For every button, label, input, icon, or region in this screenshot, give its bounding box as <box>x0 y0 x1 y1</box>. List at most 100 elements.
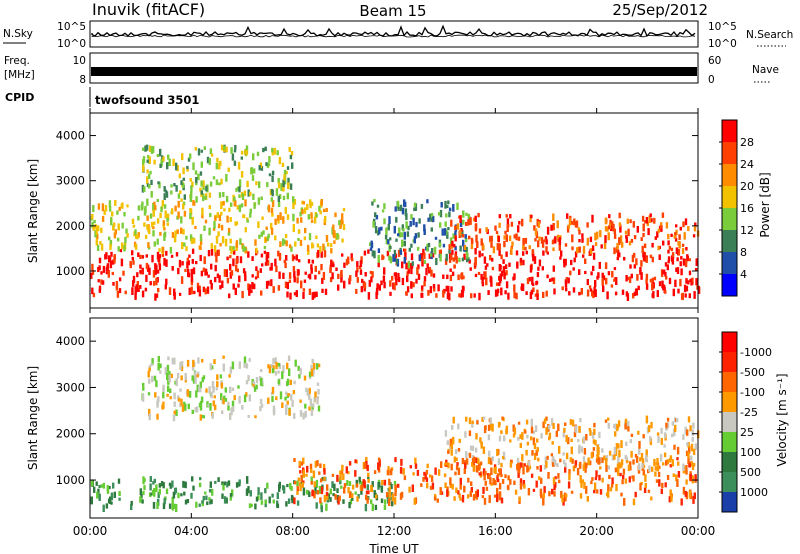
data-cell <box>665 275 668 280</box>
data-cell <box>175 185 178 192</box>
data-cell <box>308 273 312 280</box>
data-cell <box>123 244 126 252</box>
data-cell <box>482 245 485 250</box>
xaxis-label: Time UT <box>368 542 419 554</box>
data-cell <box>292 266 296 272</box>
data-cell <box>248 503 252 509</box>
data-cell <box>685 285 689 292</box>
data-cell <box>207 250 211 257</box>
data-cell <box>665 222 669 229</box>
data-cell <box>660 437 663 445</box>
data-cell <box>458 257 461 263</box>
data-cell <box>182 167 185 175</box>
data-cell <box>202 495 205 501</box>
data-cell <box>493 494 497 498</box>
data-cell <box>223 208 226 212</box>
data-cell <box>159 212 162 219</box>
data-cell <box>608 450 612 456</box>
data-cell <box>518 465 521 474</box>
data-cell <box>199 246 202 250</box>
data-cell <box>596 453 599 460</box>
data-cell <box>650 218 653 223</box>
data-cell <box>506 224 509 232</box>
data-cell <box>478 250 481 258</box>
data-cell <box>380 498 384 504</box>
data-cell <box>381 479 384 486</box>
data-cell <box>548 436 551 441</box>
data-cell <box>354 491 357 495</box>
data-cell <box>259 405 262 412</box>
data-cell <box>476 420 479 425</box>
data-cell <box>314 460 317 468</box>
data-cell <box>508 262 511 267</box>
data-cell <box>585 434 588 441</box>
data-cell <box>645 217 649 224</box>
data-cell <box>517 436 520 441</box>
data-cell <box>435 257 438 266</box>
data-cell <box>166 364 170 372</box>
data-cell <box>105 252 108 260</box>
data-cell <box>180 365 184 371</box>
data-cell <box>474 457 478 463</box>
data-cell <box>578 239 581 243</box>
data-cell <box>106 485 109 492</box>
data-cell <box>159 363 162 369</box>
data-cell <box>156 269 160 274</box>
data-cell <box>537 457 540 462</box>
data-cell <box>167 380 170 385</box>
data-cell <box>223 395 226 400</box>
data-cell <box>342 224 346 231</box>
velocity-colorbar-tick-label: -100 <box>740 386 765 399</box>
data-cell <box>509 479 512 485</box>
data-cell <box>151 221 154 228</box>
data-cell <box>593 489 596 494</box>
data-cell <box>592 291 595 299</box>
data-cell <box>210 391 213 399</box>
data-cell <box>259 268 262 273</box>
data-cell <box>430 213 434 217</box>
data-cell <box>180 180 183 185</box>
data-cell <box>459 484 462 490</box>
data-cell <box>329 488 332 495</box>
data-cell <box>95 238 98 246</box>
data-cell <box>581 233 584 237</box>
data-cell <box>117 246 120 252</box>
data-cell <box>315 479 319 488</box>
data-cell <box>177 211 180 219</box>
data-cell <box>299 410 303 417</box>
data-cell <box>171 266 174 271</box>
data-cell <box>207 274 210 278</box>
data-cell <box>334 494 337 500</box>
data-cell <box>632 498 636 506</box>
data-cell <box>369 242 372 247</box>
data-cell <box>322 463 326 472</box>
data-cell <box>552 477 556 485</box>
data-cell <box>666 459 669 465</box>
data-cell <box>309 199 312 206</box>
data-cell <box>381 254 384 261</box>
data-cell <box>157 355 160 363</box>
data-cell <box>531 276 534 285</box>
data-cell <box>163 497 166 505</box>
data-cell <box>470 487 473 493</box>
data-cell <box>239 238 242 245</box>
data-cell <box>187 268 190 277</box>
data-cell <box>417 232 420 238</box>
data-cell <box>341 220 344 225</box>
data-cell <box>274 371 278 376</box>
data-cell <box>241 405 244 410</box>
data-cell <box>156 238 159 245</box>
data-cell <box>310 368 314 377</box>
data-cell <box>522 480 526 487</box>
data-cell <box>122 270 125 276</box>
data-cell <box>152 481 155 485</box>
data-cell <box>674 279 677 287</box>
data-cell <box>503 240 506 248</box>
data-cell <box>340 271 343 277</box>
data-cell <box>218 275 221 283</box>
data-cell <box>558 237 562 245</box>
data-cell <box>487 290 490 295</box>
data-cell <box>214 276 217 283</box>
data-cell <box>351 484 355 490</box>
data-cell <box>576 468 580 476</box>
